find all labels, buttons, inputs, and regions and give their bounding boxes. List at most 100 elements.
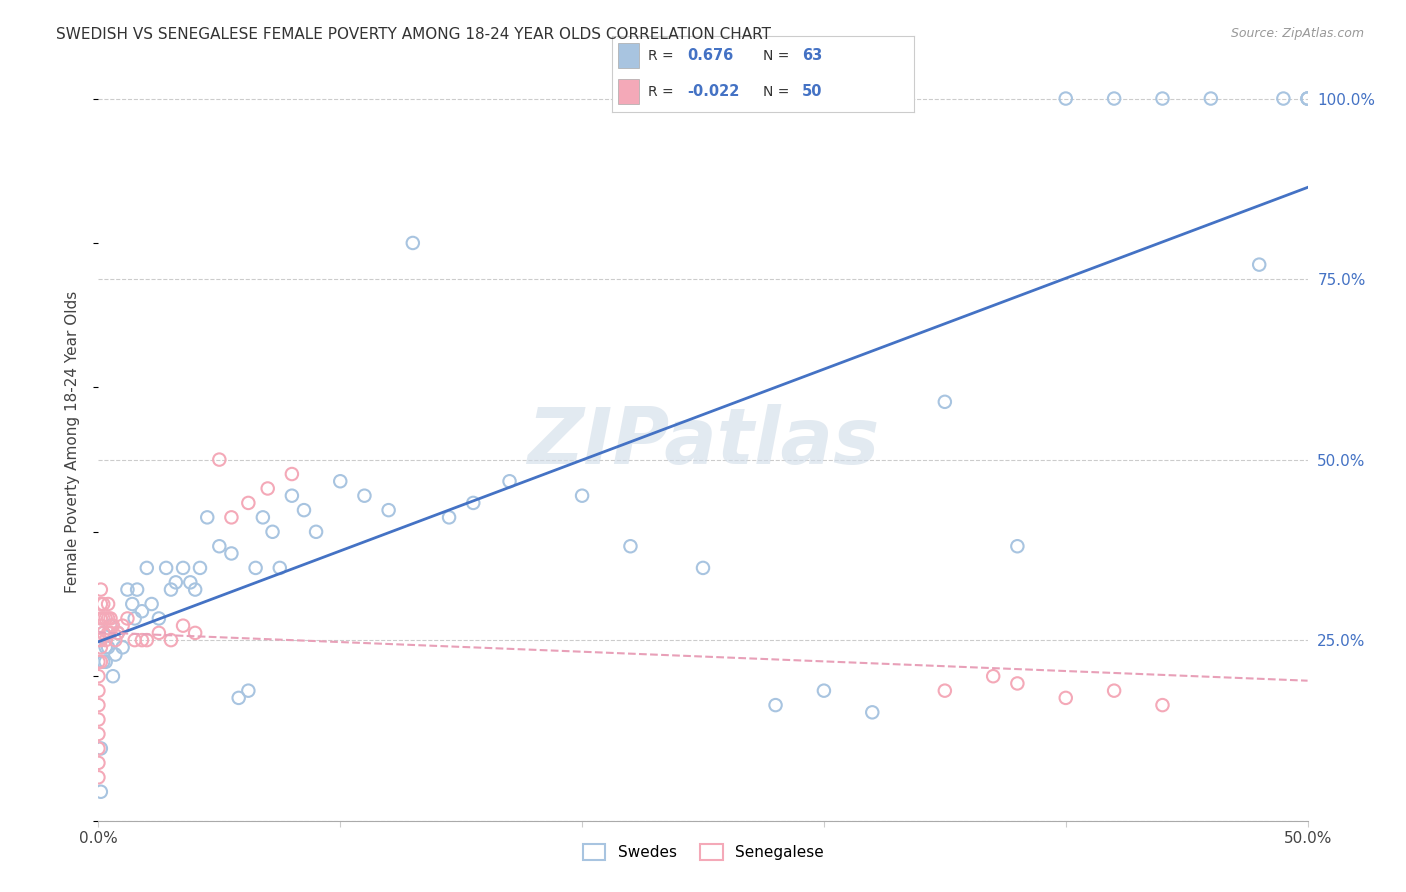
Text: SWEDISH VS SENEGALESE FEMALE POVERTY AMONG 18-24 YEAR OLDS CORRELATION CHART: SWEDISH VS SENEGALESE FEMALE POVERTY AMO… <box>56 27 772 42</box>
Point <box>208 539 231 553</box>
Point <box>934 394 956 409</box>
Point <box>94 611 117 625</box>
Point <box>90 582 112 597</box>
Text: -0.022: -0.022 <box>688 84 740 99</box>
Point <box>188 561 211 575</box>
Point <box>165 575 187 590</box>
Point <box>87 756 110 770</box>
Point <box>94 655 117 669</box>
Point <box>245 561 267 575</box>
Point <box>101 618 124 632</box>
Point <box>1249 258 1271 272</box>
Point <box>571 489 593 503</box>
Point <box>131 604 153 618</box>
Point <box>90 785 112 799</box>
Point <box>87 741 110 756</box>
Text: 0.676: 0.676 <box>688 48 734 63</box>
Point <box>135 633 157 648</box>
Point <box>111 618 134 632</box>
Point <box>87 713 110 727</box>
Point <box>87 727 110 741</box>
Point <box>329 475 352 489</box>
Point <box>97 597 120 611</box>
Point <box>172 561 194 575</box>
Point <box>121 597 143 611</box>
Text: R =: R = <box>648 85 678 99</box>
Point <box>87 698 110 712</box>
Point <box>377 503 399 517</box>
Point <box>1199 91 1222 105</box>
Point <box>305 524 328 539</box>
Point <box>90 741 112 756</box>
Point <box>172 618 194 632</box>
Point <box>184 626 207 640</box>
Point <box>1054 690 1077 705</box>
Text: N =: N = <box>762 48 793 62</box>
Text: 50: 50 <box>801 84 823 99</box>
Point <box>1296 91 1319 105</box>
Point <box>1007 539 1029 553</box>
Point <box>221 510 243 524</box>
Point <box>934 683 956 698</box>
Point <box>238 683 260 698</box>
Point <box>1296 91 1319 105</box>
Point <box>97 640 120 655</box>
Point <box>160 582 183 597</box>
Point <box>353 489 375 503</box>
Point <box>1296 91 1319 105</box>
Point <box>107 626 129 640</box>
Point <box>179 575 201 590</box>
Text: N =: N = <box>762 85 793 99</box>
Point <box>87 655 110 669</box>
Point <box>100 626 122 640</box>
Point <box>141 597 163 611</box>
Point <box>1102 91 1125 105</box>
Point <box>87 683 110 698</box>
Point <box>94 633 117 648</box>
Point <box>90 633 112 648</box>
Point <box>498 475 520 489</box>
Text: R =: R = <box>648 48 678 62</box>
Point <box>111 640 134 655</box>
Point <box>91 611 114 625</box>
Point <box>1152 91 1174 105</box>
Point <box>228 690 250 705</box>
Point <box>1272 91 1295 105</box>
Point <box>94 640 117 655</box>
Y-axis label: Female Poverty Among 18-24 Year Olds: Female Poverty Among 18-24 Year Olds <box>65 291 80 592</box>
Point <box>765 698 787 712</box>
Point <box>131 633 153 648</box>
Point <box>104 648 127 662</box>
Bar <box>617 79 638 104</box>
Point <box>87 669 110 683</box>
Point <box>402 235 425 250</box>
Point <box>269 561 291 575</box>
Point <box>981 669 1004 683</box>
Point <box>262 524 284 539</box>
Point <box>101 669 124 683</box>
Bar <box>617 44 638 68</box>
Point <box>90 655 112 669</box>
Point <box>117 582 139 597</box>
Text: 63: 63 <box>801 48 823 63</box>
Point <box>124 633 146 648</box>
Point <box>195 510 218 524</box>
Point <box>91 626 114 640</box>
Point <box>87 633 110 648</box>
Point <box>292 503 315 517</box>
Point <box>148 626 170 640</box>
Point <box>127 582 149 597</box>
Point <box>281 489 304 503</box>
Point <box>160 633 183 648</box>
Point <box>90 611 112 625</box>
Point <box>437 510 460 524</box>
Point <box>256 482 278 496</box>
Point <box>124 611 146 625</box>
Point <box>90 640 112 655</box>
Point <box>184 582 207 597</box>
Point <box>281 467 304 481</box>
Point <box>91 597 114 611</box>
Point <box>692 561 714 575</box>
Point <box>221 546 243 560</box>
Point <box>91 655 114 669</box>
